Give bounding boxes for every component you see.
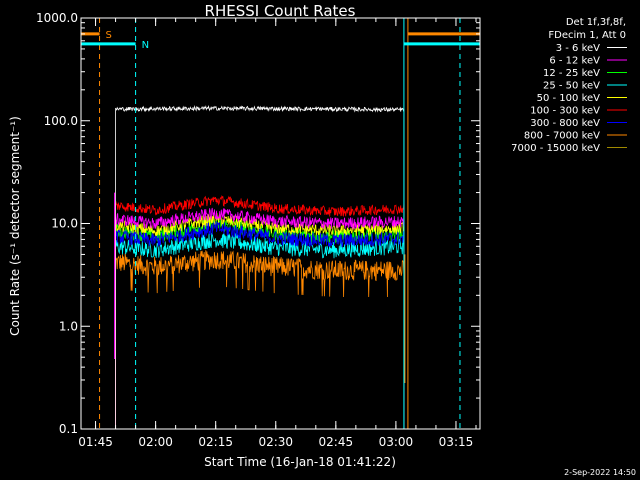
marker-label: S: [106, 30, 112, 41]
marker-labels: SN: [106, 30, 150, 51]
y-tick-label: 1000.0: [36, 11, 78, 25]
marker-label: N: [142, 40, 149, 51]
marker-layer: [81, 18, 480, 429]
x-tick-label: 03:15: [439, 435, 474, 449]
legend-entry-label: 50 - 100 keV: [537, 93, 601, 104]
y-tick-label: 100.0: [44, 114, 78, 128]
legend-entry-label: 6 - 12 keV: [549, 56, 600, 67]
legend-entry-label: 300 - 800 keV: [530, 118, 600, 129]
x-tick-label: 02:00: [138, 435, 173, 449]
legend-header-line-1: Det 1f,3f,8f,: [566, 17, 626, 28]
x-axis-label: Start Time (16-Jan-18 01:41:22): [204, 455, 396, 469]
legend-entry-label: 25 - 50 keV: [543, 81, 600, 92]
chart-title: RHESSI Count Rates: [205, 2, 356, 20]
legend-entry-label: 800 - 7000 keV: [524, 131, 600, 142]
x-tick-label: 03:00: [379, 435, 414, 449]
legend-entry-label: 100 - 300 keV: [530, 106, 600, 117]
legend-entry-label: 3 - 6 keV: [556, 43, 600, 54]
legend-entry-label: 7000 - 15000 keV: [511, 143, 600, 154]
plot-area: [81, 18, 480, 429]
series-line: [115, 104, 405, 429]
footer-date: 2-Sep-2022 14:50: [564, 468, 636, 477]
x-tick-label: 02:45: [319, 435, 354, 449]
legend-header: Det 1f,3f,8f, FDecim 1, Att 0: [548, 17, 626, 41]
y-axis-label: Count Rate (s⁻¹ detector segment⁻¹): [8, 116, 22, 336]
series-line: [115, 221, 405, 429]
series-line: [115, 250, 405, 429]
series-line: [115, 232, 405, 429]
y-tick-label: 1.0: [59, 319, 78, 333]
y-tick-label: 0.1: [59, 422, 78, 436]
legend-entry-label: 12 - 25 keV: [543, 68, 600, 79]
series-line: [115, 195, 405, 429]
legend-header-line-2: FDecim 1, Att 0: [548, 30, 626, 41]
x-tick-label: 02:30: [258, 435, 293, 449]
x-tick-label: 01:45: [78, 435, 113, 449]
y-tick-label: 10.0: [51, 217, 78, 231]
axes: 0.1 1.0 10.0 100.0 1000.0 01:45 02:00 02:15 02:3…: [36, 11, 480, 449]
series-line: [115, 207, 405, 429]
x-tick-label: 02:15: [198, 435, 233, 449]
series-layer: [114, 104, 406, 429]
